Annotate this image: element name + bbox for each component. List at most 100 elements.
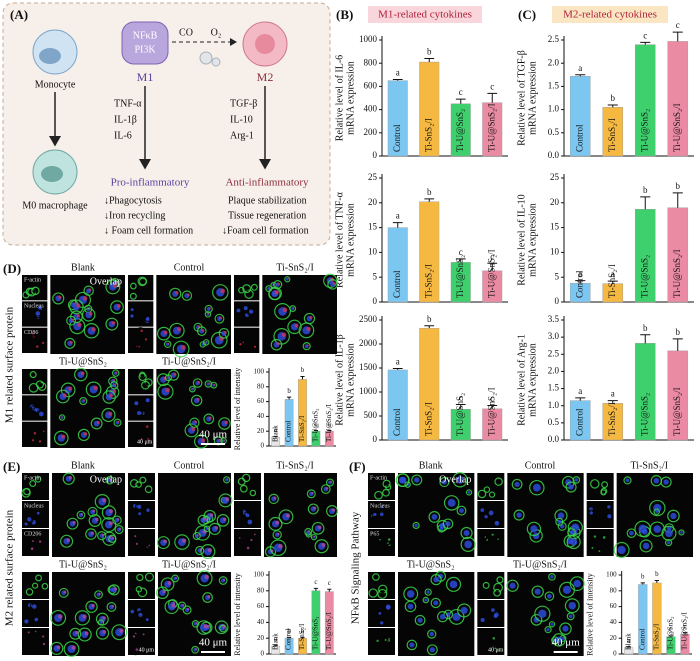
category-label: Ti-U@SnS₂/I [672, 103, 682, 152]
category-label: Control [285, 421, 293, 442]
cell [287, 319, 302, 335]
cell [439, 477, 450, 488]
cell-marker [108, 411, 113, 416]
channel-label: CD206 [24, 531, 41, 537]
cell-marker [239, 537, 241, 539]
y-axis-label: Relative level of intensity [585, 573, 594, 655]
cell [164, 599, 179, 615]
cell-marker [329, 480, 333, 483]
y-axis-label: mRNA expression [527, 343, 538, 417]
cell-marker [100, 621, 103, 623]
cell-marker [268, 287, 271, 289]
cell [129, 292, 137, 300]
panel-title: M1-related cytokines [378, 9, 472, 21]
cell [552, 633, 566, 647]
cell-nucleus [379, 591, 385, 597]
category-label: Ti-SnS₂/I [423, 264, 433, 298]
significance-letter: c [328, 420, 331, 428]
cell [534, 605, 551, 622]
significance-letter: c [643, 30, 647, 40]
scale-label: 40 μm [552, 637, 581, 649]
cell [660, 476, 672, 488]
cytokine: TGF-β [230, 98, 257, 109]
significance-letter: b [641, 573, 645, 581]
cell-nucleus [514, 481, 520, 487]
cell [108, 534, 117, 544]
cell [130, 532, 139, 541]
cell-nucleus [140, 374, 145, 379]
cytokine: IL-6 [114, 130, 132, 141]
cell-nucleus [459, 508, 464, 514]
panel-label: (F) [349, 459, 366, 474]
cell-nucleus [547, 593, 552, 599]
channel-image [477, 529, 505, 556]
y-tick-label: 2.5 [548, 348, 560, 358]
y-axis-label: Relative level of intensity [233, 573, 242, 655]
group-title: Ti-U@SnS₂/I [162, 356, 216, 367]
cell [478, 506, 487, 515]
cell [422, 596, 430, 604]
cell [623, 476, 632, 485]
cell-nucleus [138, 512, 142, 516]
y-tick-label: 1000 [359, 386, 378, 396]
cell-nucleus [516, 512, 522, 518]
cell [141, 422, 151, 433]
cell-marker [224, 420, 228, 425]
cell-nucleus [139, 279, 145, 284]
cell-marker [135, 542, 138, 545]
cell [378, 619, 386, 627]
cell [548, 573, 556, 581]
cell-marker [58, 614, 63, 619]
cell [128, 312, 136, 320]
cell [483, 486, 491, 493]
side-label: M2 related surface protein [4, 509, 16, 626]
cell-marker [387, 538, 391, 541]
cell-marker [31, 439, 35, 442]
cell [200, 544, 216, 560]
channel-label: F-actin [24, 475, 41, 481]
cytokine: IL-1β [114, 114, 137, 125]
cell [567, 528, 576, 537]
cell [97, 619, 105, 626]
cell [272, 530, 282, 540]
cell-marker [195, 622, 198, 625]
cell-marker [91, 327, 96, 332]
error-bar [640, 196, 651, 210]
significance-letter: c [490, 251, 494, 261]
cell-nucleus [38, 305, 42, 310]
y-tick-label: 100 [254, 368, 265, 376]
cell [488, 491, 496, 498]
cell-nucleus [433, 600, 439, 606]
cell [323, 273, 338, 288]
nucleus-icon [255, 34, 275, 54]
category-label: Ti-U@SnS₂/I [672, 387, 682, 436]
cell-nucleus [629, 530, 634, 536]
cell-marker [144, 338, 148, 341]
cell [192, 378, 203, 388]
cell-nucleus [27, 517, 32, 522]
category-label: Control [392, 124, 402, 152]
cell-marker [253, 345, 257, 348]
cell-nucleus [467, 491, 471, 494]
cell-marker [34, 630, 37, 633]
cell-nucleus [484, 583, 488, 588]
cell-nucleus [532, 483, 541, 492]
cell-marker [223, 439, 226, 442]
cell [436, 611, 449, 623]
cell-marker [593, 535, 597, 538]
cell-nucleus [384, 481, 389, 486]
cell-marker [167, 581, 172, 585]
cell [382, 488, 390, 497]
category-label: Ti-U@SnS₂/I [681, 612, 689, 650]
significance-letter: a [611, 269, 615, 279]
cell-marker [274, 291, 278, 295]
cell-marker [181, 345, 186, 350]
y-tick-label: 0 [555, 296, 560, 306]
y-tick-label: 1.5 [548, 383, 560, 393]
group-title: Control [174, 460, 205, 471]
overlap-image [158, 473, 231, 557]
significance-letter: b [427, 47, 432, 57]
cell [667, 509, 680, 523]
cell [634, 520, 651, 538]
cell-marker [38, 540, 42, 543]
